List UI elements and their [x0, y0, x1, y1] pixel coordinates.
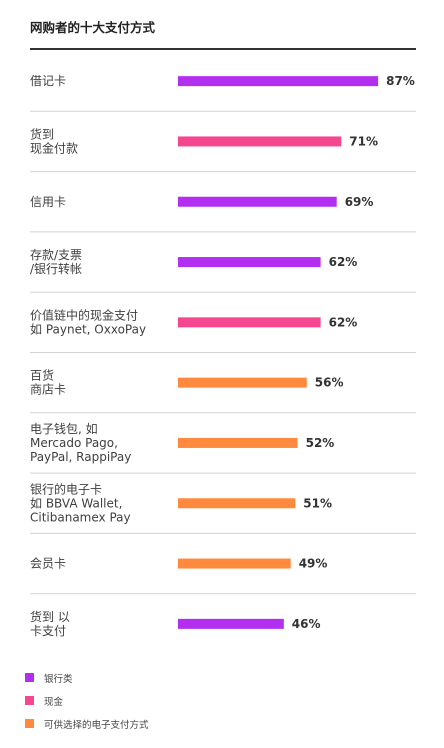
bar	[178, 377, 307, 388]
category-label: 电子钱包, 如 Mercado Pago, PayPal, RappiPay	[30, 421, 131, 464]
value-label: 71%	[349, 134, 378, 148]
legend-label-cash: 现金	[44, 696, 64, 708]
value-label: 62%	[329, 315, 358, 329]
value-label: 87%	[386, 74, 415, 88]
category-label: 货到 以卡支付	[30, 609, 70, 638]
category-label: 信用卡	[30, 195, 66, 209]
legend-label-epayment: 可供选择的电子支付方式	[44, 719, 149, 731]
legend-swatch-epayment	[25, 719, 34, 728]
value-label: 56%	[315, 376, 344, 390]
bar	[178, 558, 291, 569]
legend: 银行类 现金 可供选择的电子支付方式	[25, 666, 149, 735]
bar	[178, 76, 379, 87]
bar	[178, 498, 296, 509]
legend-item-cash: 现金	[25, 689, 149, 712]
value-label: 69%	[345, 195, 374, 209]
legend-swatch-cash	[25, 696, 34, 705]
category-label: 存款/支票/银行转帐	[30, 248, 82, 276]
title-divider	[30, 48, 416, 50]
category-label: 银行的电子卡如 BBVA Wallet, Citibanamex Pay	[30, 481, 131, 524]
bar	[178, 257, 321, 268]
chart-title: 网购者的十大支付方式	[30, 20, 156, 35]
value-label: 49%	[299, 557, 328, 571]
category-label: 货到现金付款	[30, 126, 78, 155]
value-label: 52%	[306, 436, 335, 450]
bar	[178, 317, 321, 328]
bar	[178, 196, 337, 207]
bar-chart: 借记卡 87% 货到现金付款 71% 信用卡 69% 存款/支票/银行转帐 62% 价值链中的现…	[30, 74, 416, 638]
bar	[178, 618, 284, 629]
legend-swatch-bank	[25, 673, 34, 682]
legend-item-bank: 银行类	[25, 666, 149, 689]
value-label: 62%	[329, 255, 358, 269]
category-label: 百货商店卡	[30, 368, 66, 397]
legend-label-bank: 银行类	[44, 673, 73, 685]
category-label: 会员卡	[30, 557, 66, 571]
category-label: 价值链中的现金支付如 Paynet, OxxoPay	[30, 307, 146, 336]
bar	[178, 437, 298, 448]
value-label: 46%	[292, 617, 321, 631]
bar	[178, 136, 342, 147]
category-label: 借记卡	[30, 74, 66, 88]
value-label: 51%	[303, 496, 332, 510]
legend-item-epayment: 可供选择的电子支付方式	[25, 712, 149, 735]
